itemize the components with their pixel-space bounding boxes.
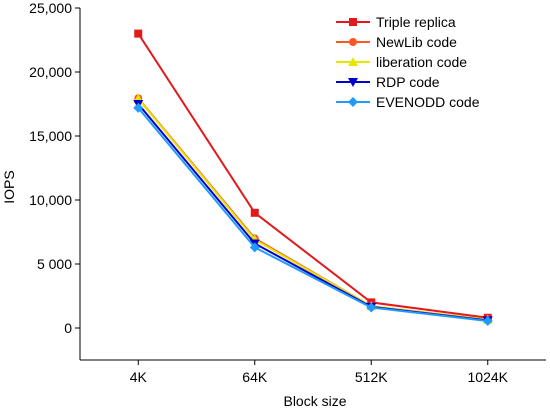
legend-item-rdp-code: RDP code — [336, 74, 440, 90]
y-axis-label: IOPS — [1, 170, 17, 203]
legend-marker — [348, 78, 358, 87]
legend-item-liberation-code: liberation code — [336, 54, 467, 70]
data-point-evenodd-code — [249, 242, 260, 253]
legend-label: NewLib code — [376, 34, 457, 50]
x-axis-label: Block size — [283, 393, 346, 409]
legend-label: Triple replica — [376, 14, 456, 30]
y-tick-label: 15,000 — [29, 128, 72, 144]
data-point-triple-replica — [250, 208, 259, 217]
y-tick-label: 25,000 — [29, 0, 72, 16]
legend-label: RDP code — [376, 74, 440, 90]
legend-item-newlib-code: NewLib code — [336, 34, 457, 50]
legend: Triple replica NewLib code liberation code… — [336, 14, 480, 110]
legend-label: liberation code — [376, 54, 467, 70]
data-point-evenodd-code — [366, 302, 377, 313]
series-line-evenodd-code — [137, 107, 488, 322]
legend-label: EVENODD code — [376, 94, 480, 110]
legend-item-evenodd-code: EVENODD code — [336, 94, 480, 110]
data-point-evenodd-code — [482, 315, 493, 326]
series-layer — [133, 29, 493, 326]
x-tick-label: 64K — [242, 369, 268, 385]
x-tick-label: 4K — [130, 369, 148, 385]
y-tick-label: 20,000 — [29, 64, 72, 80]
series-evenodd-code — [133, 102, 493, 326]
x-tick-label: 1024K — [468, 369, 509, 385]
data-point-evenodd-code — [133, 102, 144, 113]
y-tick-label: 0 — [64, 320, 72, 336]
y-tick-label: 10,000 — [29, 192, 72, 208]
data-point-triple-replica — [134, 29, 143, 38]
legend-item-triple-replica: Triple replica — [336, 14, 456, 30]
series-line-triple-replica — [137, 33, 488, 319]
x-tick-label: 512K — [355, 369, 388, 385]
legend-marker — [348, 57, 358, 66]
y-tick-label: 5 000 — [37, 256, 72, 272]
legend-marker — [348, 97, 358, 107]
axes: 0 5 000 10,000 15,000 20,000 25,000 4K 64K 512K 1… — [29, 0, 546, 385]
legend-marker — [349, 38, 357, 46]
legend-marker — [349, 18, 357, 26]
